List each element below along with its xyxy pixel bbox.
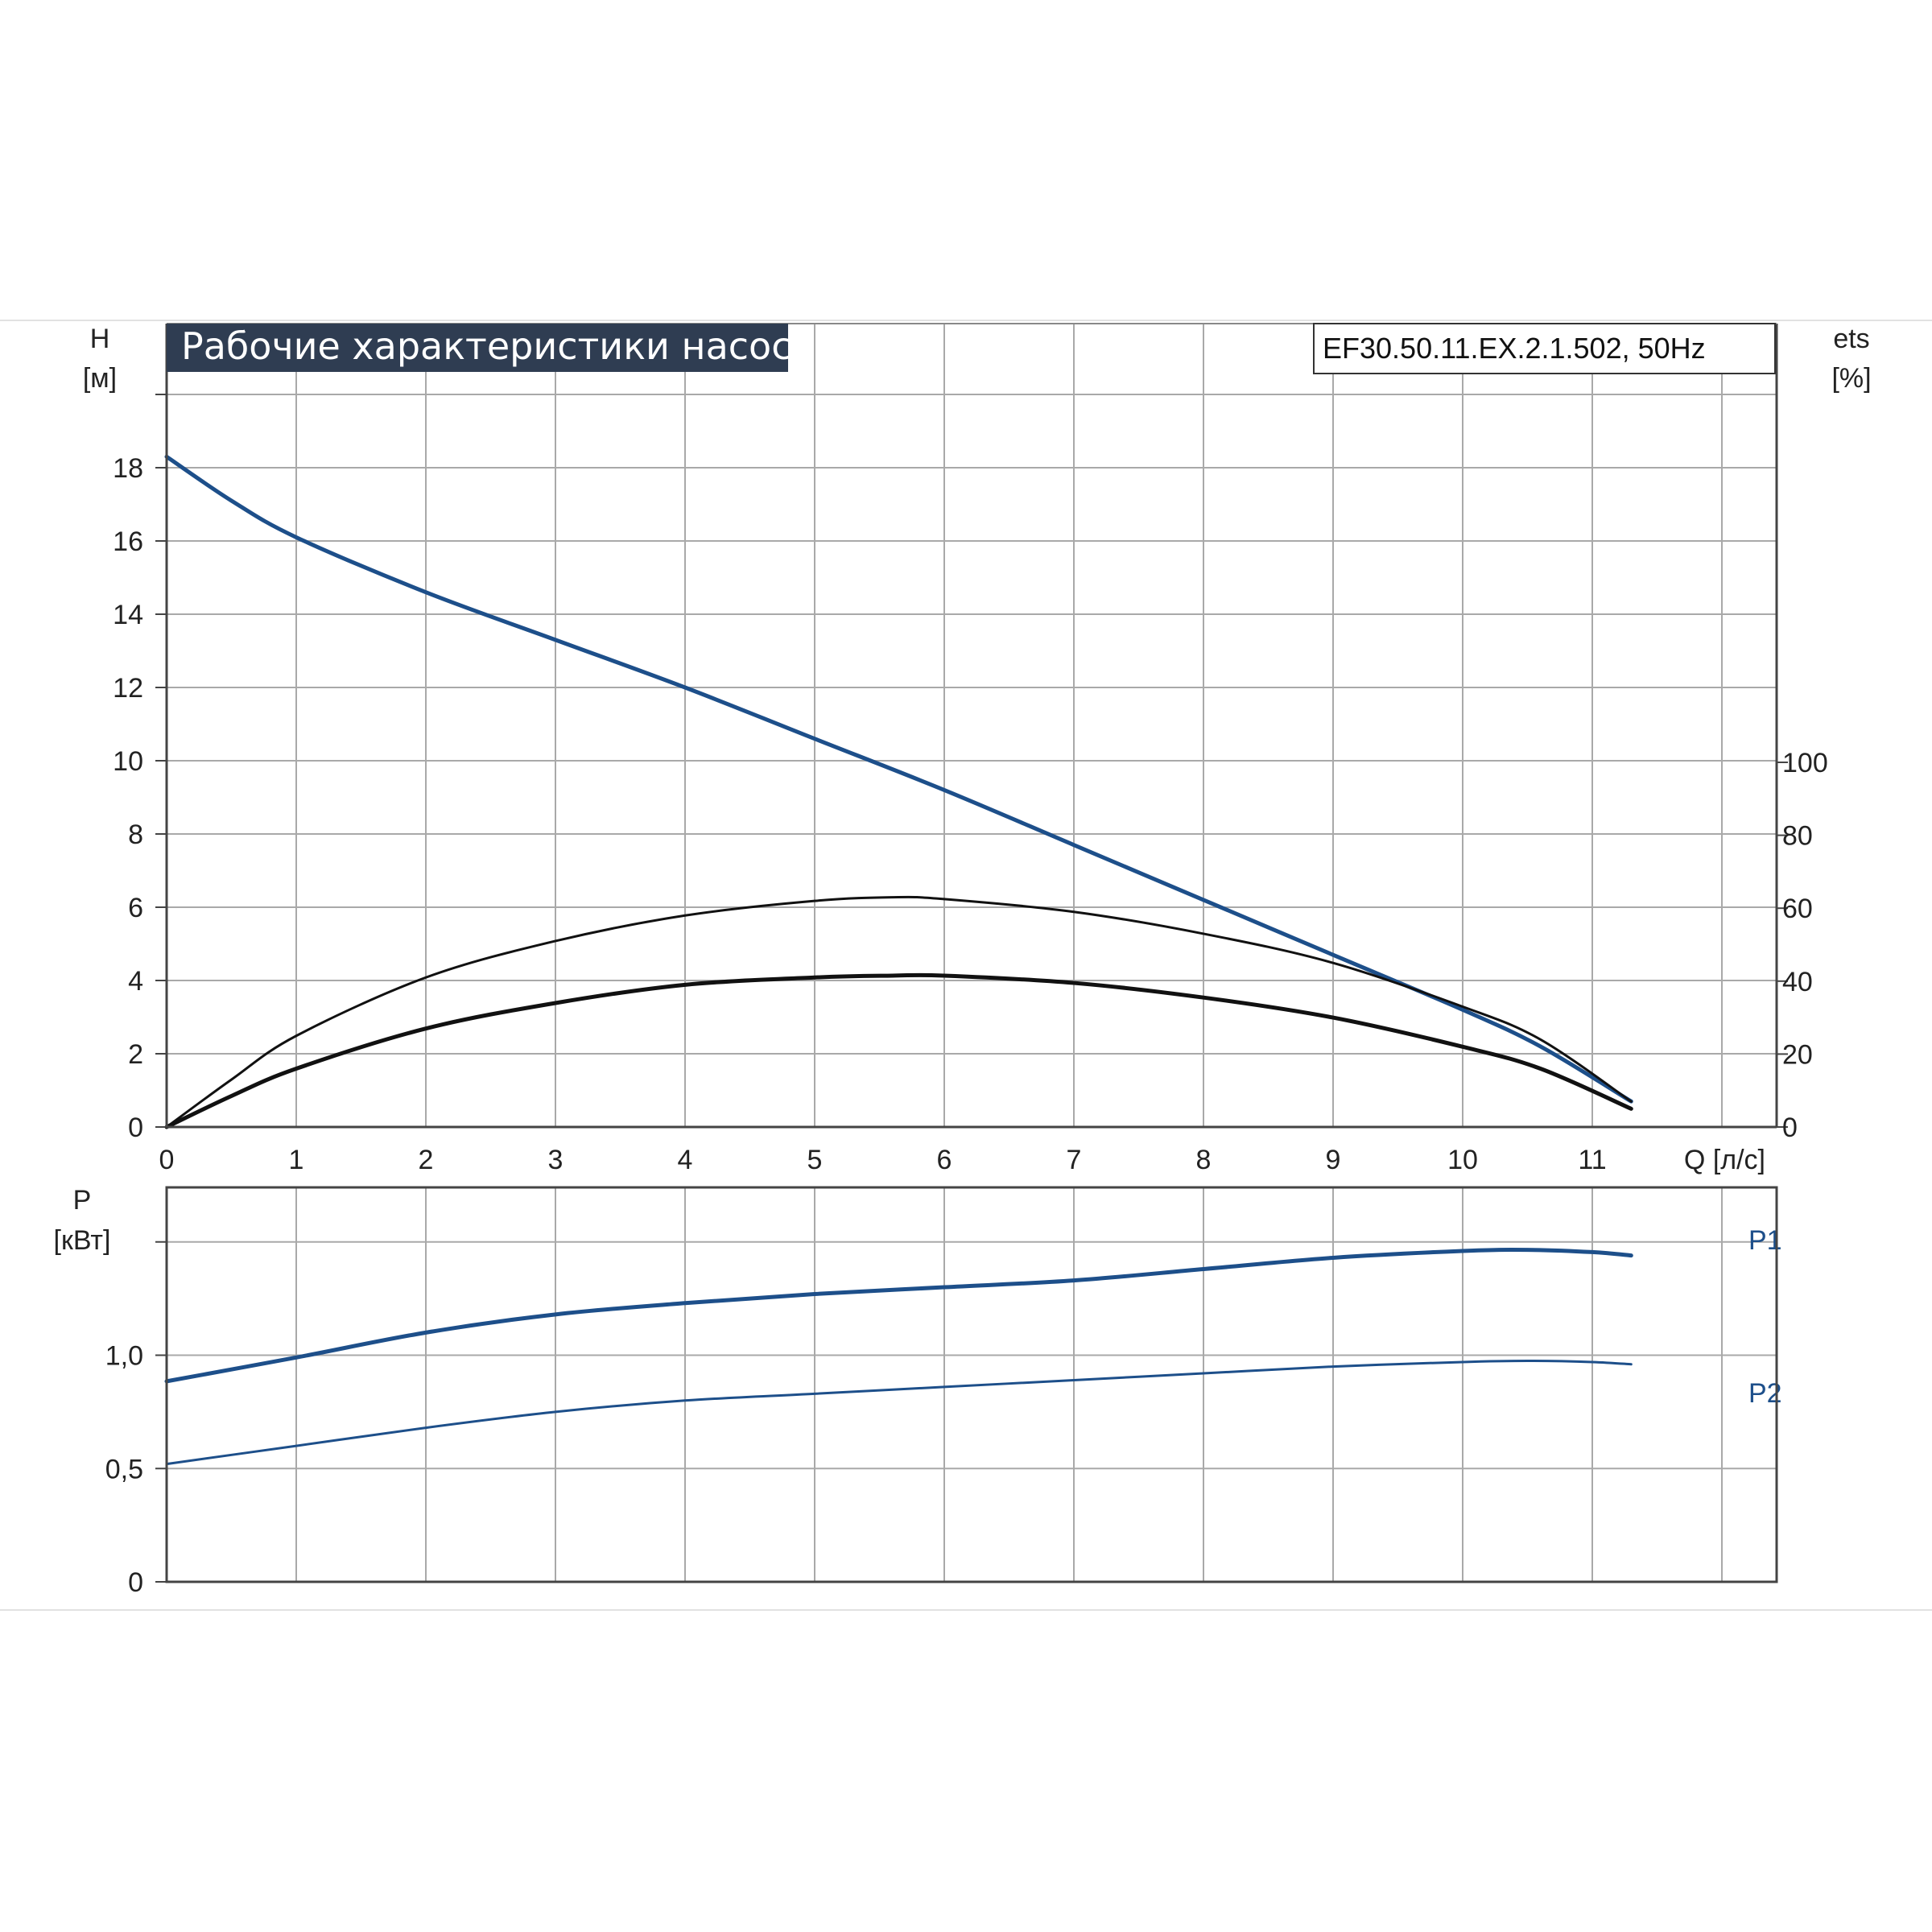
x-tick-label: 5 — [807, 1145, 823, 1175]
head-curve — [164, 454, 1633, 1104]
x-tick-label: 3 — [548, 1145, 564, 1175]
chart-title: Рабочие характеристики насоса — [181, 324, 815, 368]
head-y-tick-label: 6 — [128, 893, 143, 923]
power-y-axis-title-line1: P — [73, 1185, 92, 1216]
power-y-tick-label: 0 — [128, 1567, 143, 1598]
head-y-tick-label: 2 — [128, 1039, 143, 1070]
head-chart-series — [164, 454, 1633, 1129]
x-tick-label: 7 — [1067, 1145, 1082, 1175]
x-axis-title: Q [л/с] — [1684, 1145, 1765, 1175]
x-tick-label: 1 — [289, 1145, 304, 1175]
model-label-box — [1313, 323, 1776, 374]
power-plot-frame — [165, 1186, 1778, 1583]
x-tick-label: 4 — [678, 1145, 693, 1175]
head-y-tick-label: 4 — [128, 966, 143, 997]
eff-y-tick-label: 0 — [1782, 1113, 1798, 1143]
eff-y-axis-title-line1: ets — [1833, 324, 1869, 354]
power-y-axis-title-line2: [кВт] — [54, 1225, 111, 1256]
head-y-tick-label: 12 — [113, 673, 143, 704]
p2-curve — [165, 1360, 1633, 1466]
efficiency-curve-upper — [165, 895, 1633, 1129]
eff-y-tick-label: 40 — [1782, 967, 1813, 997]
power-chart-axes: P [кВт] 0 0,5 1,0 — [54, 1185, 1778, 1598]
head-y-tick-label: 16 — [113, 526, 143, 557]
power-y-tick-label: 1,0 — [105, 1341, 143, 1372]
head-y-tick-label: 18 — [113, 453, 143, 484]
chart-title-background — [167, 324, 788, 372]
efficiency-curve-lower — [164, 972, 1633, 1129]
head-y-tick-label: 0 — [128, 1113, 143, 1143]
eff-y-axis-title-line2: [%] — [1831, 363, 1871, 394]
x-tick-label: 10 — [1447, 1145, 1478, 1175]
head-y-axis-title-line1: H — [90, 324, 110, 354]
power-chart-grid — [167, 1187, 1777, 1582]
x-tick-label: 2 — [419, 1145, 434, 1175]
x-tick-label: 9 — [1326, 1145, 1341, 1175]
head-y-tick-label: 14 — [113, 600, 143, 630]
x-tick-label: 8 — [1196, 1145, 1212, 1175]
head-y-axis-title-line2: [м] — [83, 363, 117, 394]
model-label: EF30.50.11.EX.2.1.502, 50Hz — [1323, 332, 1706, 365]
head-chart-grid — [167, 324, 1777, 1127]
eff-y-tick-label: 20 — [1782, 1039, 1813, 1070]
head-y-tick-label: 10 — [113, 746, 143, 777]
x-tick-label: 6 — [937, 1145, 952, 1175]
power-y-tick-label: 0,5 — [105, 1454, 143, 1484]
eff-y-tick-label: 100 — [1782, 748, 1828, 778]
x-tick-label: 11 — [1578, 1145, 1606, 1175]
eff-y-tick-label: 80 — [1782, 821, 1813, 852]
x-tick-label: 0 — [159, 1145, 175, 1175]
p1-curve — [164, 1247, 1633, 1384]
head-y-tick-label: 8 — [128, 819, 143, 850]
eff-y-tick-label: 60 — [1782, 894, 1813, 924]
